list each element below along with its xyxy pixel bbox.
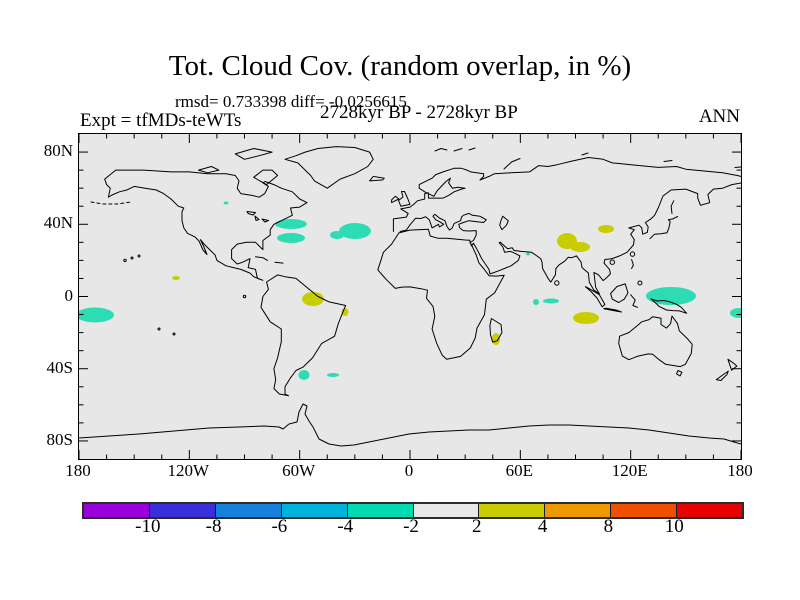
anomaly-patch xyxy=(526,252,530,256)
colorbar xyxy=(82,502,744,519)
colorbar-tick-label: 4 xyxy=(537,516,548,537)
colorbar-tick-label: -2 xyxy=(403,516,419,537)
colorbar-cell xyxy=(479,504,546,517)
map-canvas xyxy=(79,134,741,459)
world-map-plot xyxy=(78,133,742,460)
lon-tick-label: 120E xyxy=(611,461,648,480)
lon-tick-label: 60W xyxy=(282,461,316,480)
anomaly-patch xyxy=(573,312,599,324)
colorbar-tick-label: 8 xyxy=(603,516,614,537)
lon-tick-label: 60E xyxy=(505,461,534,480)
anomaly-patch xyxy=(79,307,114,323)
rmsd-diff-stats: rmsd= 0.733398 diff= -0.0256615 xyxy=(175,92,407,111)
colorbar-tick-label: -6 xyxy=(271,516,288,537)
anomaly-patch xyxy=(172,276,180,280)
plot-title: Tot. Cloud Cov. (random overlap, in %) xyxy=(168,50,632,82)
colorbar-tick-label: -4 xyxy=(337,516,354,537)
anomaly-patch xyxy=(339,223,371,239)
colorbar-tick-label: 10 xyxy=(664,516,684,537)
anomaly-patch xyxy=(730,308,741,318)
anomaly-patch xyxy=(598,225,614,233)
colorbar-cell xyxy=(677,504,743,517)
lon-tick-label: 180 xyxy=(65,461,91,480)
colorbar-cell xyxy=(281,504,348,517)
lat-tick-label: 80S xyxy=(46,429,73,449)
lat-tick-label: 80N xyxy=(43,141,73,161)
anomaly-patch xyxy=(330,231,344,239)
anomaly-patch xyxy=(298,370,310,380)
experiment-label: Expt = tfMDs-teWTs xyxy=(80,110,242,131)
colorbar-tick-label: -10 xyxy=(135,516,161,537)
anomaly-patch xyxy=(277,233,305,243)
colorbar-tick-label: -8 xyxy=(205,516,222,537)
colorbar-cell xyxy=(149,504,216,517)
anomaly-patch xyxy=(327,373,339,377)
colorbar-cell xyxy=(84,504,150,517)
colorbar-cell xyxy=(215,504,282,517)
anomaly-patch xyxy=(570,242,590,252)
lon-tick-label: 0 xyxy=(404,461,414,480)
anomaly-patch xyxy=(275,219,307,229)
anomaly-patch xyxy=(543,298,559,304)
lat-tick-label: 0 xyxy=(64,285,74,305)
season-label: ANN xyxy=(698,106,740,127)
axis-tick-layer xyxy=(79,134,741,459)
anomaly-patch xyxy=(223,201,229,205)
lat-tick-label: 40S xyxy=(46,357,73,377)
colorbar-cell xyxy=(413,504,480,517)
anomaly-patch xyxy=(302,292,324,306)
coastlines xyxy=(79,146,741,447)
colorbar-cell xyxy=(545,504,612,517)
anomaly-patch xyxy=(533,299,539,305)
lon-tick-label: 180 xyxy=(727,461,753,480)
lat-tick-label: 40N xyxy=(43,213,73,233)
lon-tick-label: 120W xyxy=(167,461,210,480)
period-label: 2728kyr BP - 2728kyr BP xyxy=(320,102,518,123)
colorbar-cell xyxy=(347,504,414,517)
colorbar-tick-label: 2 xyxy=(472,516,482,537)
colorbar-cell xyxy=(611,504,678,517)
